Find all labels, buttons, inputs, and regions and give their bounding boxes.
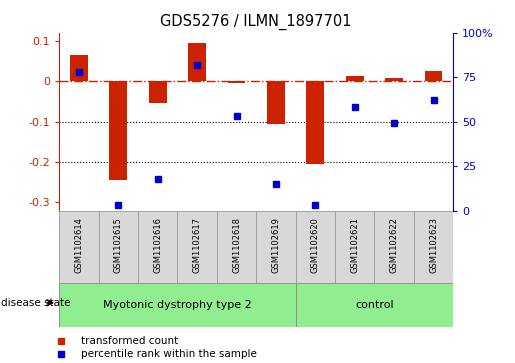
Bar	[256, 211, 296, 283]
Bar	[138, 211, 177, 283]
Bar	[70, 55, 88, 81]
Bar	[99, 211, 138, 283]
Text: percentile rank within the sample: percentile rank within the sample	[81, 349, 257, 359]
Bar	[149, 81, 166, 103]
Text: GSM1102621: GSM1102621	[350, 217, 359, 273]
Bar	[335, 211, 374, 283]
Text: transformed count: transformed count	[81, 336, 179, 346]
Text: GSM1102619: GSM1102619	[271, 217, 280, 273]
Bar	[267, 81, 285, 124]
Bar	[346, 76, 364, 81]
Bar	[59, 283, 296, 327]
Bar	[188, 43, 206, 81]
Text: GSM1102622: GSM1102622	[390, 217, 399, 273]
Text: disease state: disease state	[1, 298, 70, 308]
Text: GSM1102615: GSM1102615	[114, 217, 123, 273]
Bar	[414, 211, 453, 283]
Text: GSM1102617: GSM1102617	[193, 217, 201, 273]
Text: Myotonic dystrophy type 2: Myotonic dystrophy type 2	[103, 300, 252, 310]
Bar	[374, 211, 414, 283]
Text: GSM1102616: GSM1102616	[153, 217, 162, 273]
Title: GDS5276 / ILMN_1897701: GDS5276 / ILMN_1897701	[161, 14, 352, 30]
Text: GSM1102618: GSM1102618	[232, 217, 241, 273]
Bar	[177, 211, 217, 283]
Text: GSM1102623: GSM1102623	[429, 217, 438, 273]
Text: GSM1102614: GSM1102614	[75, 217, 83, 273]
Bar	[110, 81, 127, 180]
Bar	[306, 81, 324, 164]
Text: control: control	[355, 300, 393, 310]
Text: GSM1102620: GSM1102620	[311, 217, 320, 273]
Bar	[425, 71, 442, 81]
Bar	[296, 283, 453, 327]
Bar	[385, 78, 403, 81]
Bar	[296, 211, 335, 283]
Bar	[59, 211, 99, 283]
Bar	[228, 81, 245, 83]
Bar	[217, 211, 256, 283]
